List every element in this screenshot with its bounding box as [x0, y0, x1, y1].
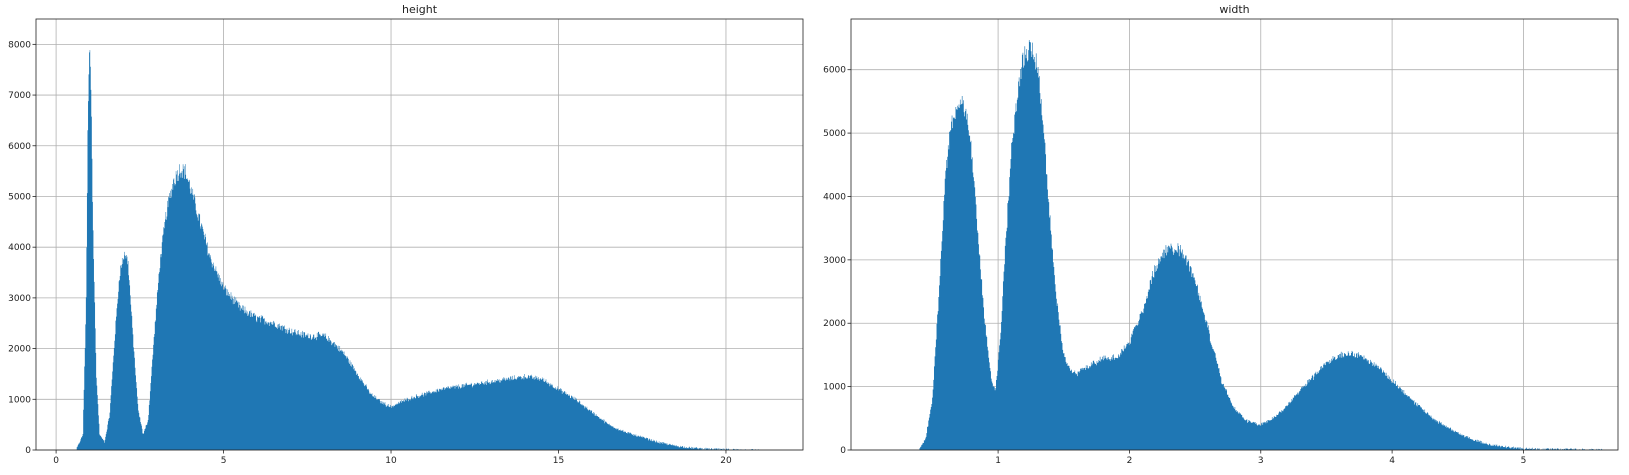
y-tick-label: 7000 [8, 91, 31, 101]
x-tick-label: 0 [53, 456, 59, 466]
x-tick-label: 4 [1389, 456, 1395, 466]
x-tick-label: 5 [1521, 456, 1527, 466]
chart-height: 0 5 10 15 20 0 1000 2000 3000 4000 5000 6000 7000 800… [8, 3, 804, 466]
y-tick-label: 6000 [823, 66, 846, 76]
chart-title: width [1219, 3, 1249, 16]
x-tick-label: 20 [720, 456, 732, 466]
y-tick-label: 5000 [823, 129, 846, 139]
y-tick-label: 1000 [8, 395, 31, 405]
chart-title: height [402, 3, 438, 16]
y-tick-label: 4000 [823, 192, 846, 202]
x-tick-label: 15 [553, 456, 564, 466]
x-tick-label: 5 [221, 456, 227, 466]
y-tick-label: 3000 [8, 294, 31, 304]
y-tick-label: 2000 [823, 319, 846, 329]
y-tick-label: 4000 [8, 243, 31, 253]
x-tick-label: 1 [995, 456, 1001, 466]
axes-frame [850, 18, 1619, 451]
y-tick-label: 0 [840, 446, 846, 456]
y-tick-label: 2000 [8, 345, 31, 355]
chart-width: 1 2 3 4 5 0 1000 2000 3000 4000 5000 6000 width [823, 3, 1619, 466]
x-tick-label: 2 [1127, 456, 1133, 466]
y-tick-label: 8000 [8, 40, 31, 50]
histogram-bars [906, 40, 1603, 451]
axes-frame [35, 18, 804, 451]
x-tick-label: 10 [385, 456, 397, 466]
y-tick-label: 1000 [823, 383, 846, 393]
x-tick-label: 3 [1258, 456, 1264, 466]
y-tick-label: 5000 [8, 192, 31, 202]
y-tick-label: 3000 [823, 256, 846, 266]
y-tick-label: 0 [25, 446, 31, 456]
histogram-bars [76, 50, 777, 450]
y-tick-label: 6000 [8, 142, 31, 152]
